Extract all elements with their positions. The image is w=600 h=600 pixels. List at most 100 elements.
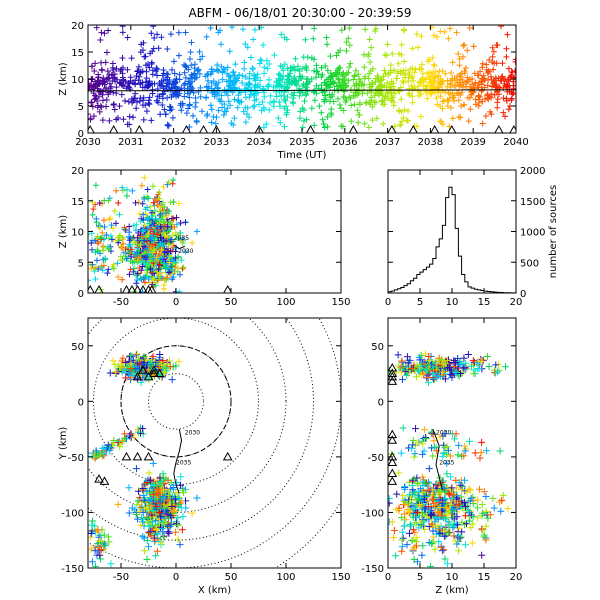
source-point — [265, 76, 272, 83]
source-point — [303, 63, 310, 70]
source-point — [215, 68, 222, 75]
source-point — [390, 527, 398, 535]
source-point — [115, 273, 122, 280]
source-point — [112, 237, 119, 244]
source-point — [303, 91, 310, 98]
source-point — [455, 441, 463, 449]
source-point — [122, 435, 130, 443]
source-point — [204, 77, 211, 84]
source-point — [499, 491, 507, 499]
source-point — [231, 84, 238, 91]
source-point — [138, 267, 145, 274]
source-point — [479, 75, 486, 82]
source-point — [92, 264, 99, 271]
source-point — [460, 364, 468, 372]
source-point — [255, 101, 262, 108]
source-point — [141, 174, 148, 181]
source-point — [395, 469, 403, 477]
source-point — [450, 522, 458, 530]
source-point — [343, 39, 350, 46]
source-point — [152, 552, 160, 560]
source-point — [447, 81, 454, 88]
source-point — [99, 67, 106, 74]
source-point — [414, 480, 422, 488]
source-point — [388, 81, 395, 88]
source-point — [451, 435, 459, 443]
source-point — [169, 262, 176, 269]
source-point — [157, 497, 165, 505]
source-point — [139, 425, 147, 433]
source-point — [442, 70, 449, 77]
source-point — [136, 210, 143, 217]
station-marker — [109, 124, 119, 133]
station-marker — [254, 124, 264, 133]
source-point — [346, 94, 353, 101]
source-point — [134, 497, 142, 505]
source-point — [327, 110, 334, 117]
source-point — [93, 215, 100, 222]
source-point — [276, 77, 283, 84]
source-point — [148, 117, 155, 124]
source-point — [321, 124, 328, 131]
source-point — [149, 518, 157, 526]
storm-track — [432, 428, 443, 491]
source-point — [345, 35, 352, 42]
source-point — [187, 89, 194, 96]
source-point — [148, 507, 156, 515]
time_height-data-layer — [88, 25, 516, 133]
source-point — [407, 522, 415, 530]
source-point — [173, 75, 180, 82]
track-time-label: 2035 — [439, 460, 454, 467]
source-point — [178, 107, 185, 114]
x-tick-label: 0 — [173, 572, 179, 583]
source-point — [108, 83, 115, 90]
source-point — [412, 500, 420, 508]
station-marker — [388, 376, 398, 385]
height_histogram-y-axis-label: number of sources — [548, 185, 559, 278]
source-point — [433, 33, 440, 40]
source-point — [126, 113, 133, 120]
source-point — [187, 49, 194, 56]
source-point — [134, 270, 141, 277]
source-point — [139, 509, 147, 517]
source-point — [478, 81, 485, 88]
x-tick-label: 2040 — [503, 137, 528, 148]
source-point — [171, 70, 178, 77]
source-point — [92, 182, 99, 189]
source-point — [171, 58, 178, 65]
source-point — [438, 368, 446, 376]
source-point — [97, 555, 105, 563]
source-point — [416, 364, 424, 372]
source-point — [88, 545, 95, 553]
source-point — [137, 68, 144, 75]
source-point — [107, 232, 114, 239]
source-point — [490, 504, 498, 512]
source-point — [403, 541, 411, 549]
source-point — [156, 474, 164, 482]
source-point — [323, 34, 330, 41]
source-point — [290, 92, 297, 99]
source-point — [426, 69, 433, 76]
source-point — [132, 90, 139, 97]
source-point — [251, 97, 258, 104]
source-point — [92, 237, 99, 244]
source-point — [101, 542, 109, 550]
source-point — [302, 36, 309, 43]
y-tick-label: 0 — [78, 397, 84, 408]
source-point — [445, 489, 453, 497]
source-point — [439, 452, 447, 460]
source-point — [151, 495, 159, 503]
source-point — [127, 258, 134, 265]
source-point — [267, 92, 274, 99]
source-point — [430, 85, 437, 92]
source-point — [278, 92, 285, 99]
source-point — [157, 246, 164, 253]
source-point — [400, 114, 407, 121]
source-point — [399, 77, 406, 84]
source-point — [96, 199, 103, 206]
source-point — [152, 258, 159, 265]
source-point — [134, 234, 141, 241]
source-point — [170, 242, 177, 249]
source-point — [100, 74, 107, 81]
